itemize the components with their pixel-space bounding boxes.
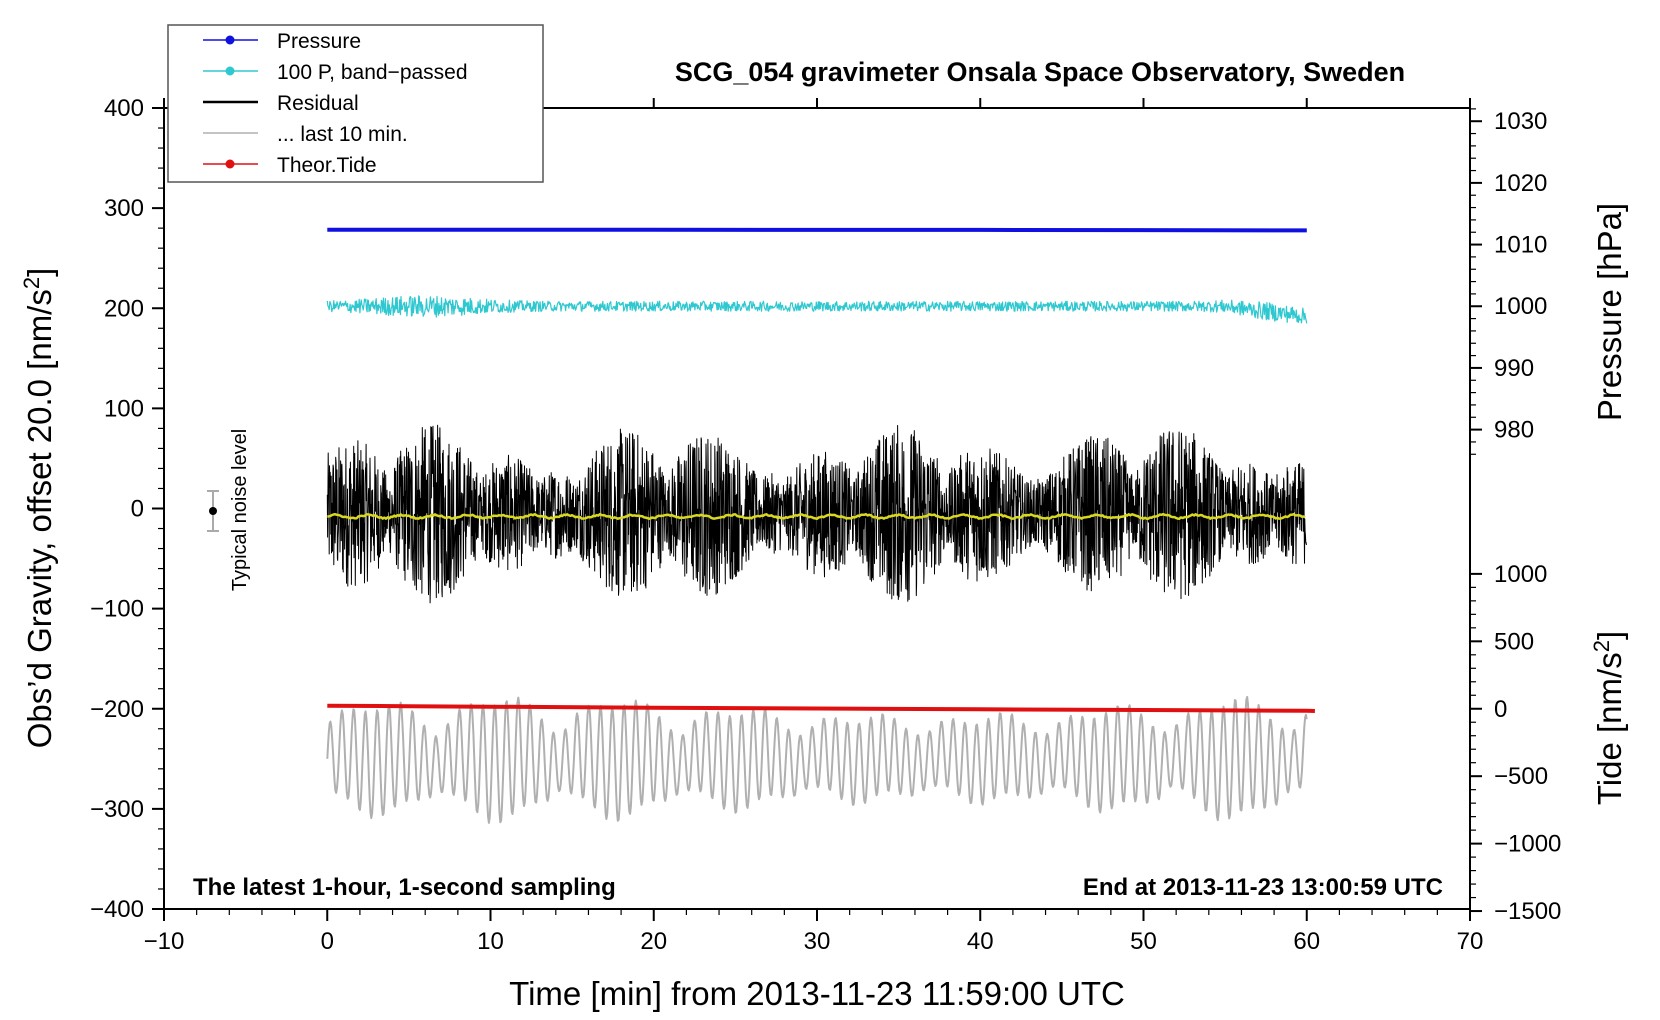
pressure-tick-label: 980: [1494, 417, 1534, 444]
x-tick-label: 60: [1293, 928, 1320, 955]
tide-axis-label-sup: 2: [1589, 640, 1614, 652]
tide-tick-label: −1000: [1494, 831, 1561, 858]
x-tick-label: 30: [804, 928, 831, 955]
y-tick-label: −200: [90, 696, 144, 723]
tide-tick-label: 500: [1494, 628, 1534, 655]
tide-tick-label: 1000: [1494, 561, 1547, 588]
x-tick-label: −10: [144, 928, 185, 955]
x-tick-label: 10: [477, 928, 504, 955]
y-tick-label: −300: [90, 796, 144, 823]
y-tick-label: 100: [104, 395, 144, 422]
y-tick-label: −400: [90, 896, 144, 923]
tide-axis-label: Tide [nm/s2]: [1589, 631, 1628, 805]
series-band-passed: [326, 295, 1308, 324]
legend-label: ... last 10 min.: [277, 123, 408, 146]
legend-marker: [225, 35, 235, 45]
legend-marker: [225, 66, 235, 76]
y-axis-label-left: Obs’d Gravity, offset 20.0 [nm/s2]: [19, 268, 58, 749]
pressure-tick-label: 1020: [1494, 170, 1547, 197]
pressure-tick-label: 1030: [1494, 108, 1547, 135]
legend-label: Residual: [277, 92, 359, 115]
tide-tick-label: −1500: [1494, 898, 1561, 925]
y-tick-label: 0: [131, 496, 144, 523]
pressure-axis-label: Pressure [hPa]: [1591, 203, 1628, 421]
y-axis-label-left-sup: 2: [19, 277, 44, 289]
annotation-end-time: End at 2013-11-23 13:00:59 UTC: [1083, 874, 1443, 901]
pressure-tick-label: 1000: [1494, 293, 1547, 320]
noise-level-indicator: Typical noise level: [207, 429, 251, 591]
x-tick-label: 0: [321, 928, 334, 955]
x-tick-label: 40: [967, 928, 994, 955]
legend-label: Pressure: [277, 30, 361, 53]
x-tick-label: 70: [1457, 928, 1484, 955]
series-residual: [326, 424, 1307, 604]
y-tick-label: 400: [104, 95, 144, 122]
tick-layer: −10 0 10 20 30 40 50 60 704003002001000−100−200−…: [90, 95, 1561, 955]
chart-title: SCG_054 gravimeter Onsala Space Observat…: [675, 57, 1405, 87]
pressure-tick-label: 990: [1494, 355, 1534, 382]
y-tick-label: −100: [90, 596, 144, 623]
noise-level-label: Typical noise level: [229, 429, 251, 591]
legend-marker: [225, 159, 235, 169]
series-last-10-min: [326, 695, 1308, 824]
y-tick-label: 200: [104, 295, 144, 322]
series-layer: [326, 227, 1315, 824]
series-pressure: [327, 227, 1307, 233]
x-tick-label: 20: [640, 928, 667, 955]
legend-box: [167, 24, 544, 183]
legend-label: 100 P, band−passed: [277, 61, 468, 84]
series-residual-smoothed: [327, 512, 1306, 521]
tide-tick-label: 0: [1494, 696, 1507, 723]
tide-tick-label: −500: [1494, 763, 1548, 790]
x-axis-label: Time [min] from 2013-11-23 11:59:00 UTC: [509, 975, 1125, 1012]
legend-label: Theor.Tide: [277, 154, 377, 177]
legend: Pressure 100 P, band−passed Residual ... la…: [167, 24, 544, 183]
pressure-tick-label: 1010: [1494, 232, 1547, 259]
x-tick-label: 50: [1130, 928, 1157, 955]
y-tick-label: 300: [104, 195, 144, 222]
annotation-sampling: The latest 1-hour, 1-second sampling: [193, 874, 616, 901]
series-theor-tide: [327, 703, 1315, 713]
